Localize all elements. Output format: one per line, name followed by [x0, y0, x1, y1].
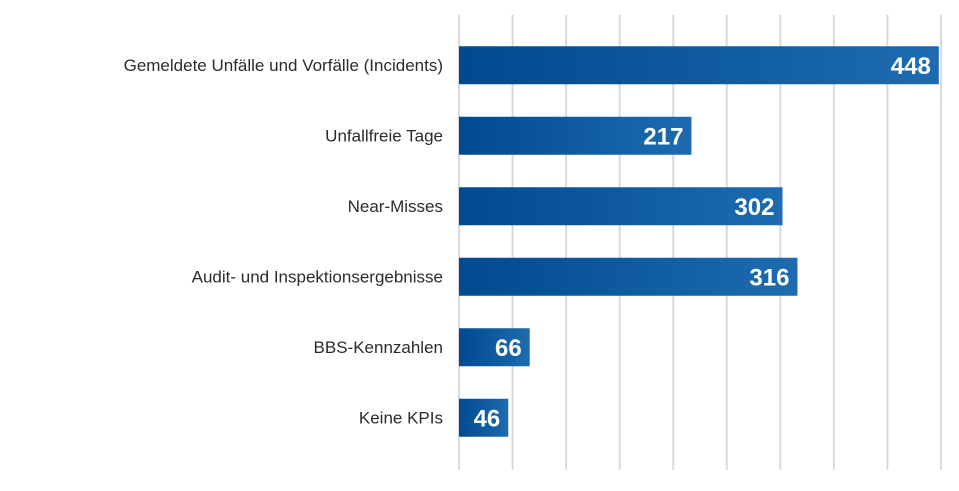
bar: [459, 328, 530, 367]
value-label: 46: [474, 405, 501, 432]
category-label: Near-Misses: [348, 197, 443, 216]
bar: [459, 257, 798, 296]
bar: [459, 116, 692, 155]
bar: [459, 398, 509, 437]
category-label: BBS-Kennzahlen: [314, 338, 443, 357]
value-labels: 448 217 302 316 66 46: [474, 53, 931, 433]
category-label: Gemeldete Unfälle und Vorfälle (Incident…: [124, 56, 443, 75]
bars-group: [459, 46, 939, 437]
category-label: Keine KPIs: [359, 408, 443, 427]
value-label: 66: [495, 335, 522, 362]
grid-lines: [458, 15, 942, 470]
value-label: 302: [734, 194, 774, 221]
category-label: Unfallfreie Tage: [325, 126, 443, 145]
category-labels: Gemeldete Unfälle und Vorfälle (Incident…: [124, 56, 443, 428]
category-label: Audit- und Inspektionsergebnisse: [192, 267, 443, 286]
value-label: 217: [643, 123, 683, 150]
bar: [459, 187, 783, 226]
value-label: 316: [749, 264, 789, 291]
value-label: 448: [891, 53, 931, 80]
bar: [459, 46, 939, 85]
